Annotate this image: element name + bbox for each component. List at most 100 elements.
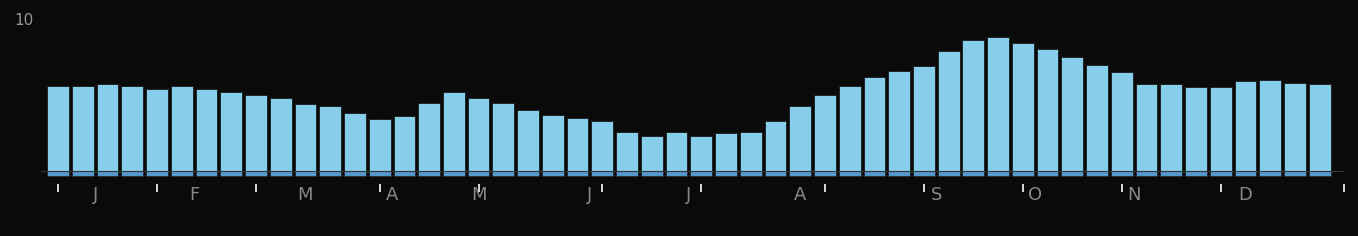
- Bar: [319, 171, 341, 176]
- Bar: [1012, 171, 1033, 176]
- Bar: [1259, 80, 1281, 171]
- Bar: [1086, 171, 1108, 176]
- Bar: [913, 66, 934, 171]
- Bar: [295, 171, 316, 176]
- Bar: [765, 121, 786, 171]
- Bar: [987, 171, 1009, 176]
- Bar: [1111, 72, 1133, 171]
- Bar: [1135, 171, 1157, 176]
- Bar: [591, 171, 614, 176]
- Text: A: A: [794, 186, 807, 204]
- Bar: [765, 171, 786, 176]
- Bar: [864, 171, 885, 176]
- Bar: [96, 84, 118, 171]
- Bar: [196, 89, 217, 171]
- Bar: [467, 171, 489, 176]
- Bar: [566, 171, 588, 176]
- Bar: [394, 171, 416, 176]
- Bar: [690, 171, 712, 176]
- Bar: [813, 95, 835, 171]
- Bar: [344, 171, 365, 176]
- Text: S: S: [930, 186, 942, 204]
- Bar: [147, 89, 168, 171]
- Bar: [913, 171, 934, 176]
- Bar: [641, 136, 663, 171]
- Bar: [1160, 171, 1183, 176]
- Bar: [295, 104, 316, 171]
- Bar: [196, 171, 217, 176]
- Bar: [369, 171, 391, 176]
- Bar: [938, 171, 960, 176]
- Bar: [1135, 84, 1157, 171]
- Bar: [1186, 88, 1207, 171]
- Bar: [938, 51, 960, 171]
- Bar: [566, 118, 588, 171]
- Bar: [665, 171, 687, 176]
- Bar: [244, 171, 266, 176]
- Bar: [591, 121, 614, 171]
- Bar: [888, 71, 910, 171]
- Text: J: J: [686, 186, 691, 204]
- Bar: [740, 132, 762, 171]
- Bar: [1111, 171, 1133, 176]
- Bar: [48, 86, 69, 171]
- Text: F: F: [189, 186, 200, 204]
- Bar: [1210, 171, 1232, 176]
- Bar: [418, 103, 440, 171]
- Bar: [1309, 171, 1331, 176]
- Bar: [542, 171, 564, 176]
- Bar: [96, 171, 118, 176]
- Bar: [344, 113, 365, 171]
- Bar: [171, 171, 193, 176]
- Bar: [171, 86, 193, 171]
- Bar: [467, 98, 489, 171]
- Bar: [418, 171, 440, 176]
- Text: O: O: [1028, 186, 1042, 204]
- Text: M: M: [297, 186, 314, 204]
- Text: N: N: [1127, 186, 1141, 204]
- Text: D: D: [1238, 186, 1252, 204]
- Bar: [839, 171, 861, 176]
- Bar: [1234, 171, 1256, 176]
- Bar: [617, 132, 638, 171]
- Bar: [1285, 171, 1306, 176]
- Bar: [319, 106, 341, 171]
- Bar: [542, 115, 564, 171]
- Bar: [963, 40, 985, 171]
- Bar: [716, 171, 737, 176]
- Bar: [121, 86, 143, 171]
- Bar: [517, 110, 539, 171]
- Bar: [1160, 84, 1183, 171]
- Bar: [1309, 84, 1331, 171]
- Bar: [963, 171, 985, 176]
- Bar: [270, 171, 292, 176]
- Bar: [740, 171, 762, 176]
- Bar: [517, 171, 539, 176]
- Bar: [121, 171, 143, 176]
- Bar: [493, 171, 515, 176]
- Bar: [147, 171, 168, 176]
- Bar: [220, 171, 242, 176]
- Bar: [1062, 171, 1084, 176]
- Bar: [220, 92, 242, 171]
- Bar: [888, 171, 910, 176]
- Bar: [443, 171, 464, 176]
- Bar: [48, 171, 69, 176]
- Bar: [864, 77, 885, 171]
- Text: J: J: [92, 186, 98, 204]
- Bar: [72, 86, 94, 171]
- Bar: [1285, 83, 1306, 171]
- Bar: [839, 86, 861, 171]
- Bar: [1086, 65, 1108, 171]
- Bar: [1234, 81, 1256, 171]
- Bar: [369, 119, 391, 171]
- Bar: [1210, 88, 1232, 171]
- Bar: [641, 171, 663, 176]
- Bar: [443, 92, 464, 171]
- Text: M: M: [471, 186, 486, 204]
- Bar: [1062, 57, 1084, 171]
- Bar: [1012, 43, 1033, 171]
- Bar: [987, 37, 1009, 171]
- Bar: [789, 171, 811, 176]
- Bar: [665, 132, 687, 171]
